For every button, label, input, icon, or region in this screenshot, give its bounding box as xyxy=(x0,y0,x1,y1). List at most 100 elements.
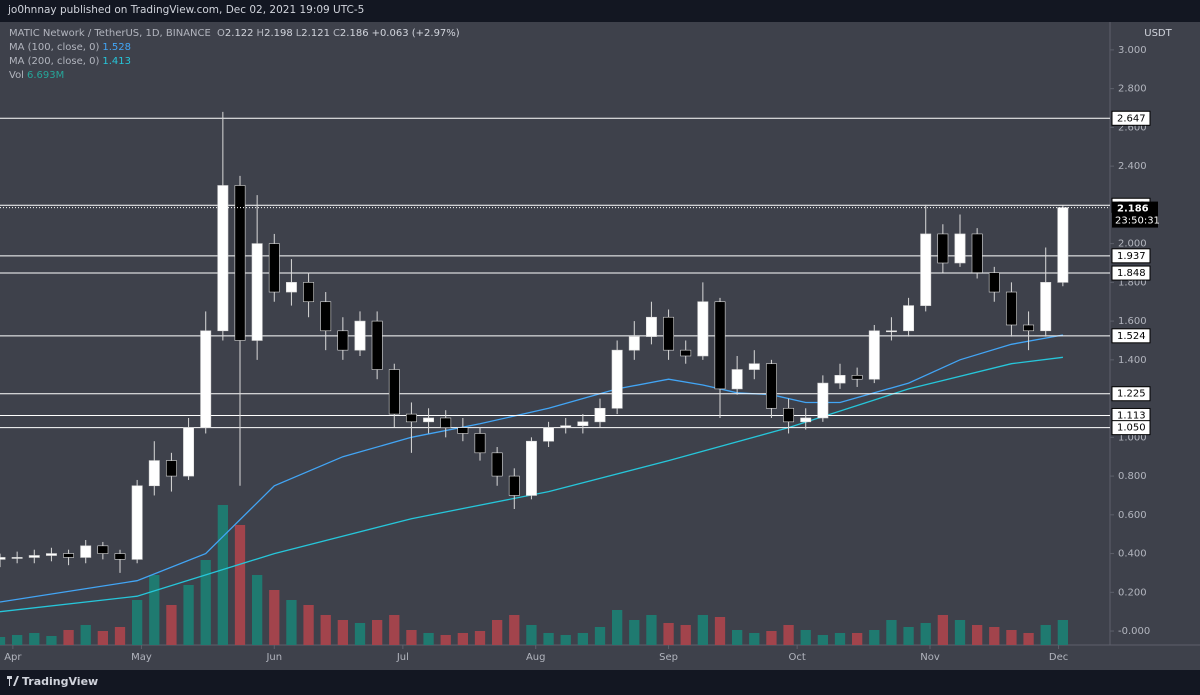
candle-body xyxy=(971,233,983,273)
candle-body xyxy=(131,485,143,560)
volume-bar xyxy=(577,633,588,645)
candle-body xyxy=(1005,291,1017,326)
candle-body xyxy=(303,282,315,303)
x-tick-label: Apr xyxy=(4,652,22,663)
candle-body xyxy=(11,557,23,559)
candle-body xyxy=(988,272,1000,293)
volume-bar xyxy=(732,630,743,645)
candle-body xyxy=(783,407,795,423)
level-label-box xyxy=(1111,328,1151,344)
y-tick-label: 2.400 xyxy=(1118,161,1147,172)
volume-bar xyxy=(543,633,554,645)
volume-bar xyxy=(269,590,280,645)
ohlc-value: 2.198 xyxy=(264,28,293,39)
level-label: 1.113 xyxy=(1117,410,1146,421)
ohlc-key: O xyxy=(217,28,225,39)
volume-bar xyxy=(114,627,126,645)
candle-body xyxy=(1057,207,1069,283)
x-tick-label: Jun xyxy=(265,652,282,663)
volume-bar xyxy=(200,560,211,645)
volume-bar xyxy=(1006,630,1017,645)
candle-body xyxy=(1040,282,1052,332)
candle-body xyxy=(868,330,880,380)
indicator-value: 1.528 xyxy=(102,42,132,53)
candle-body xyxy=(594,407,606,423)
volume-bar xyxy=(303,605,314,645)
volume-bar xyxy=(252,575,263,645)
volume-bar xyxy=(166,605,177,645)
volume-bar xyxy=(286,600,297,645)
legend-symbol-row: MATIC Network / TetherUS, 1D, BINANCE O2… xyxy=(9,27,463,41)
ohlc-key: L xyxy=(295,28,302,39)
ohlc-key: C xyxy=(332,28,340,39)
volume-bar xyxy=(560,635,571,645)
level-label: 1.524 xyxy=(1117,331,1146,342)
volume-bar xyxy=(337,620,348,645)
header: jo0hnnay published on TradingView.com, D… xyxy=(8,4,365,16)
indicator-label: MA (100, close, 0) xyxy=(9,42,100,53)
volume-bar xyxy=(834,633,846,645)
x-tick-label: Aug xyxy=(526,652,546,663)
legend-row: Vol 6.693M xyxy=(9,69,463,83)
candle-body xyxy=(543,427,555,442)
y-tick-label: 1.400 xyxy=(1118,355,1147,366)
volume-bar xyxy=(989,627,1000,645)
volume-bar xyxy=(766,631,777,645)
y-tick-label: 0.200 xyxy=(1118,587,1147,598)
candle-body xyxy=(354,320,366,351)
volume-bar xyxy=(492,620,503,645)
candle-body xyxy=(920,233,932,306)
candle-body xyxy=(491,452,503,477)
level-label-box xyxy=(1111,265,1151,281)
ohlc-value: 2.121 xyxy=(301,28,330,39)
candle-body xyxy=(954,233,966,264)
candle-body xyxy=(560,425,572,428)
candle-body xyxy=(903,305,915,332)
volume-bar xyxy=(1057,620,1068,645)
volume-bar xyxy=(903,627,914,645)
candle-body xyxy=(200,330,212,428)
candle-body xyxy=(320,301,332,332)
volume-bar xyxy=(817,635,828,645)
candle-body xyxy=(937,233,949,264)
volume-bar xyxy=(1023,633,1034,645)
volume-bar xyxy=(886,620,897,645)
candle-body xyxy=(748,363,760,370)
volume-bar xyxy=(629,620,640,645)
x-tick-label: Nov xyxy=(920,652,940,663)
candle-body xyxy=(0,557,6,560)
volume-bar xyxy=(663,623,674,645)
candle-body xyxy=(217,185,229,332)
x-tick-label: Jul xyxy=(396,652,409,663)
candle-body xyxy=(474,433,486,454)
volume-bar xyxy=(29,633,40,645)
candle-body xyxy=(251,243,263,341)
ma-line xyxy=(0,356,1063,613)
volume-bar xyxy=(440,635,451,645)
level-label: 1.937 xyxy=(1117,251,1146,262)
indicator-label: Vol xyxy=(9,70,24,81)
candle-body xyxy=(731,369,743,390)
legend: MATIC Network / TetherUS, 1D, BINANCE O2… xyxy=(9,27,463,83)
volume-bar xyxy=(132,600,143,645)
indicator-label: MA (200, close, 0) xyxy=(9,56,100,67)
level-label-box xyxy=(1111,110,1151,126)
candle-body xyxy=(1023,324,1035,332)
volume-bar xyxy=(149,575,160,645)
candle-body xyxy=(45,553,57,556)
candle-body xyxy=(440,417,452,428)
candle-body xyxy=(611,349,623,409)
candle-body xyxy=(388,369,400,415)
candle-body xyxy=(63,553,75,558)
x-tick-label: Sep xyxy=(659,652,678,663)
volume-bar xyxy=(749,633,760,645)
candle-body xyxy=(97,545,109,554)
indicator-value: 1.413 xyxy=(102,56,132,67)
volume-bar xyxy=(594,627,606,645)
y-tick-label: 1.800 xyxy=(1118,277,1147,288)
volume-bar xyxy=(423,633,434,645)
candle-body xyxy=(577,421,589,427)
candle-body xyxy=(834,375,846,384)
